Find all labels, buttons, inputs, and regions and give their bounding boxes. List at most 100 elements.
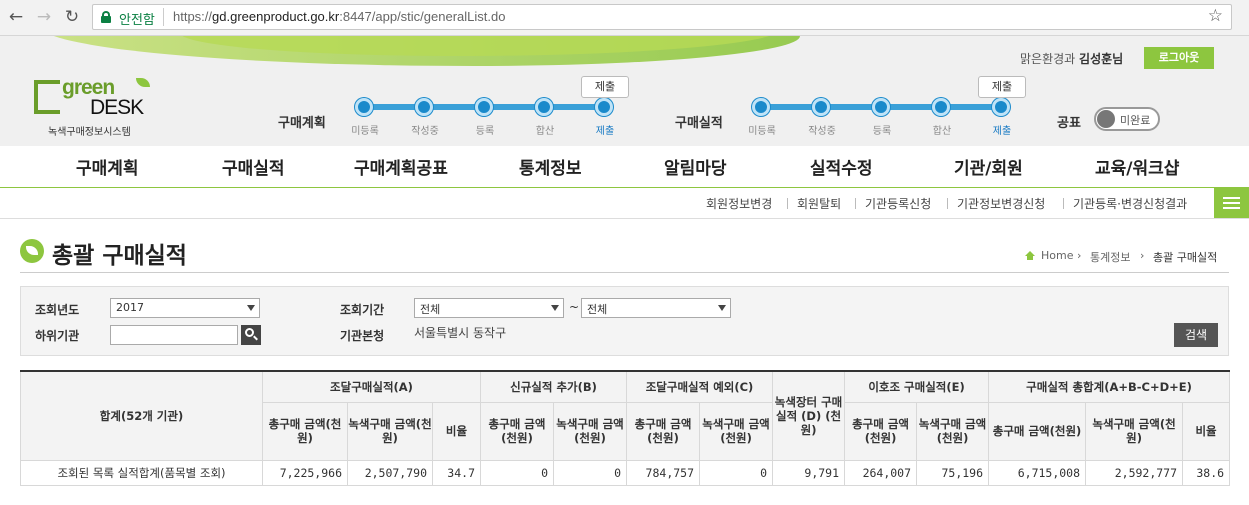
hq-value: 서울특별시 동작구 [414, 326, 507, 340]
submenu-member-withdraw[interactable]: 회원탈퇴 [797, 197, 842, 211]
cell-d-value: 9,791 [772, 459, 846, 486]
plan-step-dot [415, 98, 433, 116]
leaf-title-icon [20, 239, 44, 263]
greendesk-logo[interactable]: green DESK 녹색구매정보시스템 [34, 76, 184, 140]
sub-header-total-amount: 총구매 금액(천원) [480, 401, 554, 461]
sub-header-total-amount: 총구매 금액(천원) [988, 401, 1087, 461]
group-header-total: 구매실적 총합계(A+B-C+D+E) [988, 370, 1231, 403]
breadcrumb-home[interactable]: Home [1041, 249, 1074, 262]
result-step-dot [812, 98, 830, 116]
sub-header-green-amount: 녹색구매 금액(천원) [347, 401, 433, 461]
sub-header-total-amount: 총구매 금액(천원) [626, 401, 701, 461]
sub-header-green-amount: 녹색구매 금액(천원) [916, 401, 990, 461]
result-current-bubble: 제출 [978, 76, 1026, 98]
submenu-org-result[interactable]: 기관등록·변경신청결과 [1073, 197, 1188, 211]
summary-table: 합계(52개 기관) 조달구매실적(A) 신규실적 추가(B) 조달구매실적 예… [20, 370, 1231, 486]
group-header-d: 녹색장터 구매실적 (D) (천원) [772, 370, 846, 461]
cell-b-green: 0 [552, 459, 628, 486]
sub-header-green-amount: 녹색구매 금액(천원) [699, 401, 774, 461]
plan-step-dot [595, 98, 613, 116]
plan-step-label: 합산 [535, 126, 555, 137]
range-tilde: ~ [569, 300, 580, 314]
plan-progress-label: 구매계획 [278, 116, 326, 131]
back-arrow-icon[interactable]: ← [8, 7, 24, 27]
search-icon[interactable] [241, 325, 261, 345]
sub-org-input[interactable] [110, 325, 238, 345]
plan-step-label: 미등록 [351, 126, 379, 137]
group-header-e: 이호조 구매실적(E) [844, 370, 990, 403]
site-header: green DESK 녹색구매정보시스템 맑은환경과 김성훈님 로그아웃 구매계… [0, 36, 1249, 146]
browser-toolbar: ← → ↻ 안전함 https://gd.greenproduct.go.kr:… [0, 0, 1249, 36]
plan-step-dot [355, 98, 373, 116]
menu-item-notice[interactable]: 알림마당 [664, 159, 727, 179]
menu-item-plan-announce[interactable]: 구매계획공표 [354, 159, 448, 179]
hq-label: 기관본청 [340, 329, 385, 343]
cell-a-total: 7,225,966 [262, 459, 348, 486]
user-info: 맑은환경과 김성훈님 [1020, 52, 1124, 66]
plan-step-label: 작성중 [411, 126, 439, 137]
chevron-right-icon: › [1077, 249, 1082, 262]
cell-a-green: 2,507,790 [347, 459, 433, 486]
search-panel: 조회년도 2017 조회기간 전체 ~ 전체 하위기관 기관본청 서울특별시 동… [20, 286, 1229, 356]
group-header-a: 조달구매실적(A) [262, 370, 481, 403]
cell-b-total: 0 [480, 459, 554, 486]
forward-arrow-icon[interactable]: → [36, 7, 52, 27]
result-step-dot [752, 98, 770, 116]
table-row: 조회된 목록 실적합계(품목별 조회) 7,225,966 2,507,790 … [20, 459, 1231, 486]
page-title: 총괄 구매실적 [52, 243, 187, 269]
reload-icon[interactable]: ↻ [64, 7, 80, 27]
plan-step-label: 제출 [595, 126, 615, 137]
sub-header-green-amount: 녹색구매 금액(천원) [1085, 401, 1184, 461]
menu-item-purchase-plan[interactable]: 구매계획 [76, 159, 139, 179]
search-button[interactable]: 검색 [1174, 323, 1218, 347]
lock-icon [101, 11, 111, 23]
submenu-org-change[interactable]: 기관정보변경신청 [957, 197, 1046, 211]
chevron-down-icon [718, 305, 726, 311]
address-bar[interactable]: 안전함 https://gd.greenproduct.go.kr:8447/a… [92, 4, 1232, 30]
submenu-org-register[interactable]: 기관등록신청 [865, 197, 932, 211]
cell-e-green: 75,196 [916, 459, 990, 486]
plan-step-dot [535, 98, 553, 116]
bookmark-star-icon[interactable]: ☆ [1207, 6, 1223, 26]
result-step-dot [932, 98, 950, 116]
chevron-down-icon [247, 305, 255, 311]
menu-item-result-edit[interactable]: 실적수정 [810, 159, 873, 179]
submenu-member-edit[interactable]: 회원정보변경 [706, 197, 773, 211]
result-step-label: 등록 [872, 126, 892, 137]
result-step-dot [872, 98, 890, 116]
breadcrumb-current: 총괄 구매실적 [1153, 251, 1218, 264]
year-label: 조회년도 [35, 303, 80, 317]
group-header-b: 신규실적 추가(B) [479, 370, 628, 403]
menu-item-education[interactable]: 교육/워크샵 [1095, 159, 1180, 179]
result-step-label: 합산 [932, 126, 952, 137]
period-to-select[interactable]: 전체 [581, 298, 731, 318]
sub-header-ratio: 비율 [1182, 401, 1231, 461]
cell-sum-ratio: 38.6 [1182, 459, 1231, 486]
period-from-select[interactable]: 전체 [414, 298, 564, 318]
gongpyo-toggle[interactable]: 미완료 [1094, 107, 1160, 131]
hamburger-menu-icon[interactable] [1214, 188, 1249, 218]
menu-item-org-member[interactable]: 기관/회원 [954, 159, 1023, 179]
cell-sum-total: 6,715,008 [988, 459, 1087, 486]
logout-button[interactable]: 로그아웃 [1144, 47, 1214, 69]
main-menu: 구매계획 구매실적 구매계획공표 통계정보 알림마당 실적수정 기관/회원 교육… [0, 146, 1249, 188]
cell-sum-green: 2,592,777 [1085, 459, 1184, 486]
cell-c-green: 0 [699, 459, 774, 486]
chevron-right-icon: › [1140, 249, 1145, 262]
breadcrumb-statistics[interactable]: 통계정보 [1090, 251, 1131, 264]
menu-item-purchase-result[interactable]: 구매실적 [222, 159, 285, 179]
plan-step-dot [475, 98, 493, 116]
url-text: https://gd.greenproduct.go.kr:8447/app/s… [173, 9, 506, 24]
result-step-label: 작성중 [808, 126, 836, 137]
menu-item-statistics[interactable]: 통계정보 [519, 159, 582, 179]
period-label: 조회기간 [340, 303, 385, 317]
sub-header-total-amount: 총구매 금액(천원) [262, 401, 348, 461]
result-step-dot [992, 98, 1010, 116]
gongpyo-label: 공표 [1057, 116, 1081, 131]
title-divider [20, 272, 1229, 273]
leaf-icon [136, 78, 150, 87]
sub-org-label: 하위기관 [35, 329, 80, 343]
table-corner-header: 합계(52개 기관) [20, 370, 263, 461]
home-icon [1025, 251, 1035, 260]
year-select[interactable]: 2017 [110, 298, 260, 318]
